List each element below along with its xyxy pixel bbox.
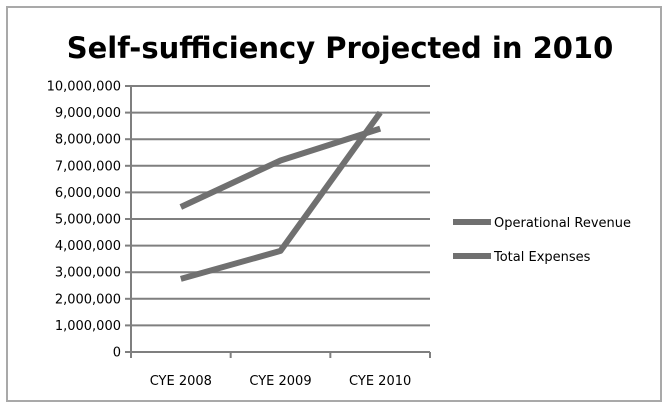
gridlines (130, 85, 430, 353)
y-tick-label: 0 (113, 346, 121, 361)
y-axis-ticks: 0 1,000,000 2,000,000 3,000,000 4,000,000 5,0… (47, 80, 131, 361)
y-tick-label: 10,000,000 (47, 80, 121, 95)
legend: Operational Revenue Total Expenses (453, 216, 631, 265)
y-tick-label: 7,000,000 (55, 159, 121, 174)
y-tick-label: 2,000,000 (55, 292, 121, 307)
x-tick-label: CYE 2010 (349, 374, 411, 389)
x-axis-ticks: CYE 2008 CYE 2009 CYE 2010 (130, 352, 431, 389)
y-tick-label: 8,000,000 (55, 133, 121, 148)
x-tick-label: CYE 2008 (150, 374, 212, 389)
y-tick-label: 9,000,000 (55, 106, 121, 121)
chart-frame (6, 6, 662, 402)
legend-label: Total Expenses (493, 250, 591, 265)
chart-title: Self-sufficiency Projected in 2010 (67, 31, 614, 65)
y-tick-label: 6,000,000 (55, 186, 121, 201)
y-tick-label: 5,000,000 (55, 213, 121, 228)
y-tick-label: 3,000,000 (55, 266, 121, 281)
y-tick-label: 4,000,000 (55, 239, 121, 254)
series-lines (179, 110, 383, 282)
legend-label: Operational Revenue (494, 216, 631, 231)
y-tick-label: 1,000,000 (55, 319, 121, 334)
x-tick-label: CYE 2009 (249, 374, 311, 389)
series-line-1 (179, 125, 382, 210)
